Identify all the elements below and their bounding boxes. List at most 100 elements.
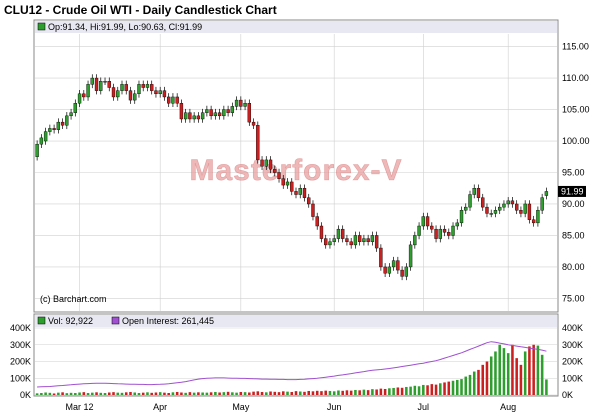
candle-body <box>527 203 532 220</box>
chart-title: CLU12 - Crude Oil WTI - Daily Candlestic… <box>4 3 277 17</box>
price-tick-label: 90.00 <box>562 199 585 209</box>
candle-body <box>107 81 111 88</box>
candle-body <box>196 115 201 120</box>
volume-bar <box>498 344 501 395</box>
candle-body <box>464 206 468 211</box>
volume-bar <box>392 387 395 395</box>
candle-body <box>447 232 451 236</box>
volume-bar <box>375 389 378 395</box>
volume-bar <box>150 392 153 395</box>
candle-body <box>247 103 252 123</box>
volume-bar <box>489 356 493 395</box>
volume-bar <box>379 388 383 395</box>
candle-body <box>400 269 404 277</box>
candle-body <box>251 121 256 126</box>
volume-bar <box>65 393 69 395</box>
candle-body <box>73 103 78 113</box>
price-tick-label: 95.00 <box>562 168 585 178</box>
volume-tick-label-right: 0K <box>562 390 573 400</box>
volume-bar <box>362 389 366 395</box>
volume-tick-label-left: 400K <box>10 323 31 333</box>
candle-body <box>86 84 90 98</box>
volume-bar <box>57 392 60 395</box>
volume-bar <box>451 380 455 395</box>
volume-bar <box>371 389 374 395</box>
candle-body <box>69 112 73 117</box>
candle-body <box>188 112 192 120</box>
volume-bar <box>69 392 73 395</box>
candle-body <box>264 159 268 167</box>
volume-bar <box>112 392 115 395</box>
volume-bar <box>320 391 323 395</box>
volume-bar <box>154 392 158 395</box>
volume-bar <box>82 392 86 395</box>
candle-body <box>404 266 409 277</box>
candle-body <box>298 188 302 195</box>
last-price-label: 91.99 <box>561 186 584 196</box>
volume-bar <box>103 392 107 395</box>
volume-bar <box>192 392 196 395</box>
volume-tick-label-left: 300K <box>10 340 31 350</box>
volume-bar <box>188 392 192 395</box>
candle-body <box>489 213 493 215</box>
candle-body <box>374 235 379 249</box>
volume-bar <box>158 392 162 395</box>
candle-body <box>340 228 345 239</box>
volume-bar <box>175 391 179 395</box>
price-axis: 115.00 110.00 105.00 100.00 95.00 90.00 85.00 8… <box>562 42 590 304</box>
volume-bar <box>298 391 302 395</box>
candle-body <box>383 266 387 274</box>
candle-body <box>226 109 230 113</box>
volume-bar <box>366 390 370 395</box>
volume-bar <box>434 384 438 395</box>
volume-bar <box>120 392 124 395</box>
candle-body <box>183 112 188 120</box>
volume-bar <box>231 392 234 395</box>
volume-bar <box>400 387 404 395</box>
ohlc-legend: Op:91.34, Hi:91.99, Lo:90.63, Cl:91.99 <box>48 22 202 32</box>
volume-bar <box>197 392 200 395</box>
volume-bar <box>502 348 506 395</box>
volume-bar <box>277 392 281 395</box>
candle-body <box>65 115 69 126</box>
volume-bar <box>383 388 387 395</box>
candle-body <box>158 90 162 95</box>
volume-bar <box>61 392 64 395</box>
candle-body <box>540 197 544 211</box>
candle-body <box>438 228 442 239</box>
candle-body <box>294 191 298 195</box>
volume-legend-swatch <box>37 316 46 325</box>
candle-body <box>391 260 396 268</box>
volume-tick-label-right: 200K <box>562 357 583 367</box>
volume-bar <box>443 382 446 395</box>
volume-bar <box>536 345 540 395</box>
candle-body <box>315 216 319 227</box>
volume-bar <box>332 391 336 395</box>
x-tick-label: Aug <box>500 402 516 412</box>
candle-body <box>90 77 94 85</box>
volume-bar <box>455 379 459 395</box>
price-legend-bar <box>35 21 557 33</box>
candle-body <box>413 235 417 246</box>
volume-bar <box>163 392 166 395</box>
volume-bar <box>243 392 247 395</box>
candle-body <box>425 216 430 227</box>
volume-bar <box>358 390 361 395</box>
candle-body <box>366 238 370 242</box>
volume-bar <box>349 390 353 395</box>
candle-body <box>39 137 44 145</box>
volume-bar <box>515 358 518 395</box>
volume-bar <box>78 392 81 395</box>
volume-bar <box>171 392 175 395</box>
volume-bar <box>281 391 285 395</box>
candle-body <box>268 159 273 170</box>
volume-bar <box>248 392 251 395</box>
volume-bar <box>430 384 434 395</box>
price-tick-label: 110.00 <box>562 73 589 83</box>
candle-body <box>205 109 209 113</box>
volume-bar <box>52 393 56 395</box>
candle-body <box>200 112 205 120</box>
candle-body <box>43 131 48 142</box>
volume-legend-bar <box>35 315 557 327</box>
